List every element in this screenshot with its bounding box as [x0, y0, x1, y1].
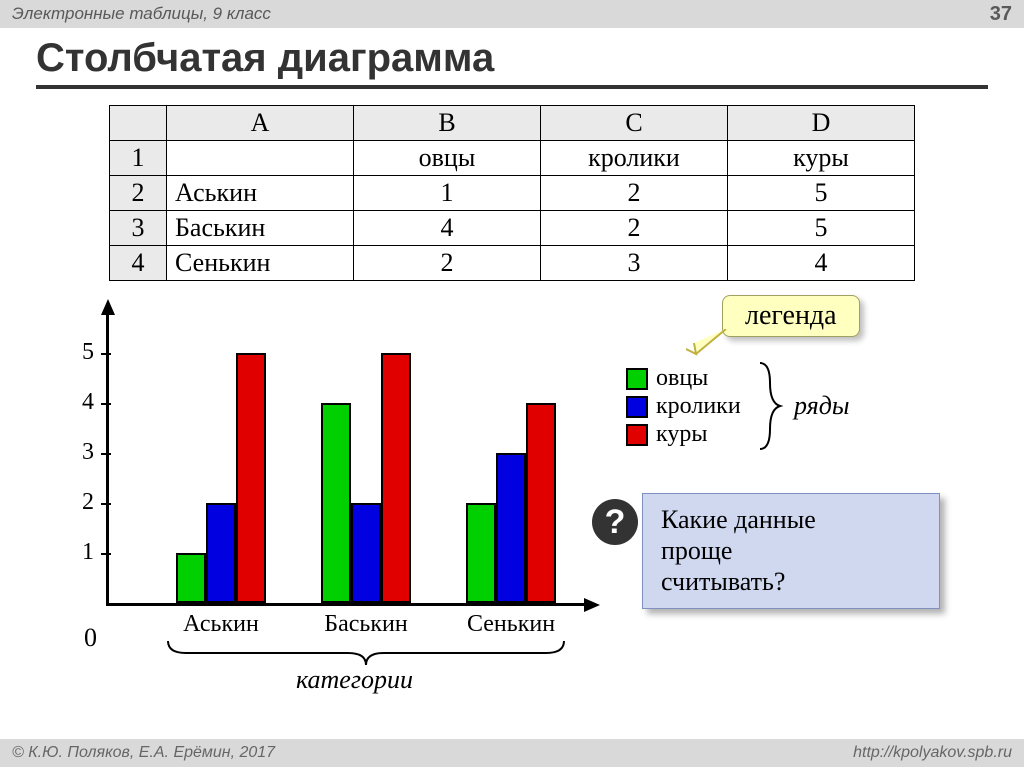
table-corner [110, 106, 167, 141]
page-title: Столбчатая диаграмма [36, 36, 1024, 81]
bar [496, 453, 526, 603]
bar [526, 403, 556, 603]
ytick-label: 5 [54, 339, 94, 366]
arrow-right-icon [584, 598, 600, 612]
arrow-up-icon [101, 299, 115, 315]
col-B: B [354, 106, 541, 141]
legend-item: кролики [626, 393, 741, 420]
bar [236, 353, 266, 603]
page-number: 37 [990, 3, 1012, 26]
legend-item: куры [626, 421, 741, 448]
content: A B C D 1 овцы кролики куры 2 Аськин 1 2… [0, 105, 1024, 703]
col-C: C [541, 106, 728, 141]
callout-pointer-icon [686, 329, 736, 359]
col-D: D [728, 106, 915, 141]
slide-header: Электронные таблицы, 9 класс 37 [0, 0, 1024, 28]
ytick-mark [101, 453, 111, 455]
category-label: Аськин [151, 611, 291, 638]
legend-swatch [626, 424, 648, 446]
legend-swatch [626, 368, 648, 390]
bar [466, 503, 496, 603]
legend-swatch [626, 396, 648, 418]
rows-label: ряды [794, 391, 850, 421]
y-axis [106, 313, 109, 603]
ytick-label: 1 [54, 539, 94, 566]
bar-chart: легенда овцы кролики куры ряды ? Какие д… [36, 303, 976, 703]
ytick-label: 2 [54, 489, 94, 516]
bar [176, 553, 206, 603]
ytick-label: 4 [54, 389, 94, 416]
table-row: 1 овцы кролики куры [110, 141, 915, 176]
question-box: Какие данные проще считывать? [642, 493, 940, 609]
bar [381, 353, 411, 603]
col-A: A [167, 106, 354, 141]
table-row: 4 Сенькин 2 3 4 [110, 246, 915, 281]
category-label: Сенькин [441, 611, 581, 638]
ytick-mark [101, 403, 111, 405]
title-rule [36, 85, 988, 89]
bar [351, 503, 381, 603]
slide-footer: © К.Ю. Поляков, Е.А. Ерёмин, 2017 http:/… [0, 739, 1024, 767]
category-label: Баськин [296, 611, 436, 638]
axis-zero: 0 [84, 623, 97, 653]
categories-label: категории [296, 665, 413, 695]
bar [206, 503, 236, 603]
table-row: 3 Баськин 4 2 5 [110, 211, 915, 246]
chart-legend: овцы кролики куры [616, 358, 751, 455]
legend-item: овцы [626, 365, 741, 392]
question-badge: ? [592, 499, 638, 545]
table-row: 2 Аськин 1 2 5 [110, 176, 915, 211]
legend-callout: легенда [722, 295, 860, 337]
data-table: A B C D 1 овцы кролики куры 2 Аськин 1 2… [109, 105, 915, 281]
ytick-mark [101, 553, 111, 555]
bar [321, 403, 351, 603]
ytick-mark [101, 503, 111, 505]
x-axis [106, 603, 586, 606]
rows-brace-icon [756, 361, 786, 451]
ytick-label: 3 [54, 439, 94, 466]
footer-left: © К.Ю. Поляков, Е.А. Ерёмин, 2017 [12, 744, 275, 762]
header-text: Электронные таблицы, 9 класс [12, 4, 271, 24]
ytick-mark [101, 353, 111, 355]
footer-right: http://kpolyakov.spb.ru [853, 744, 1012, 762]
